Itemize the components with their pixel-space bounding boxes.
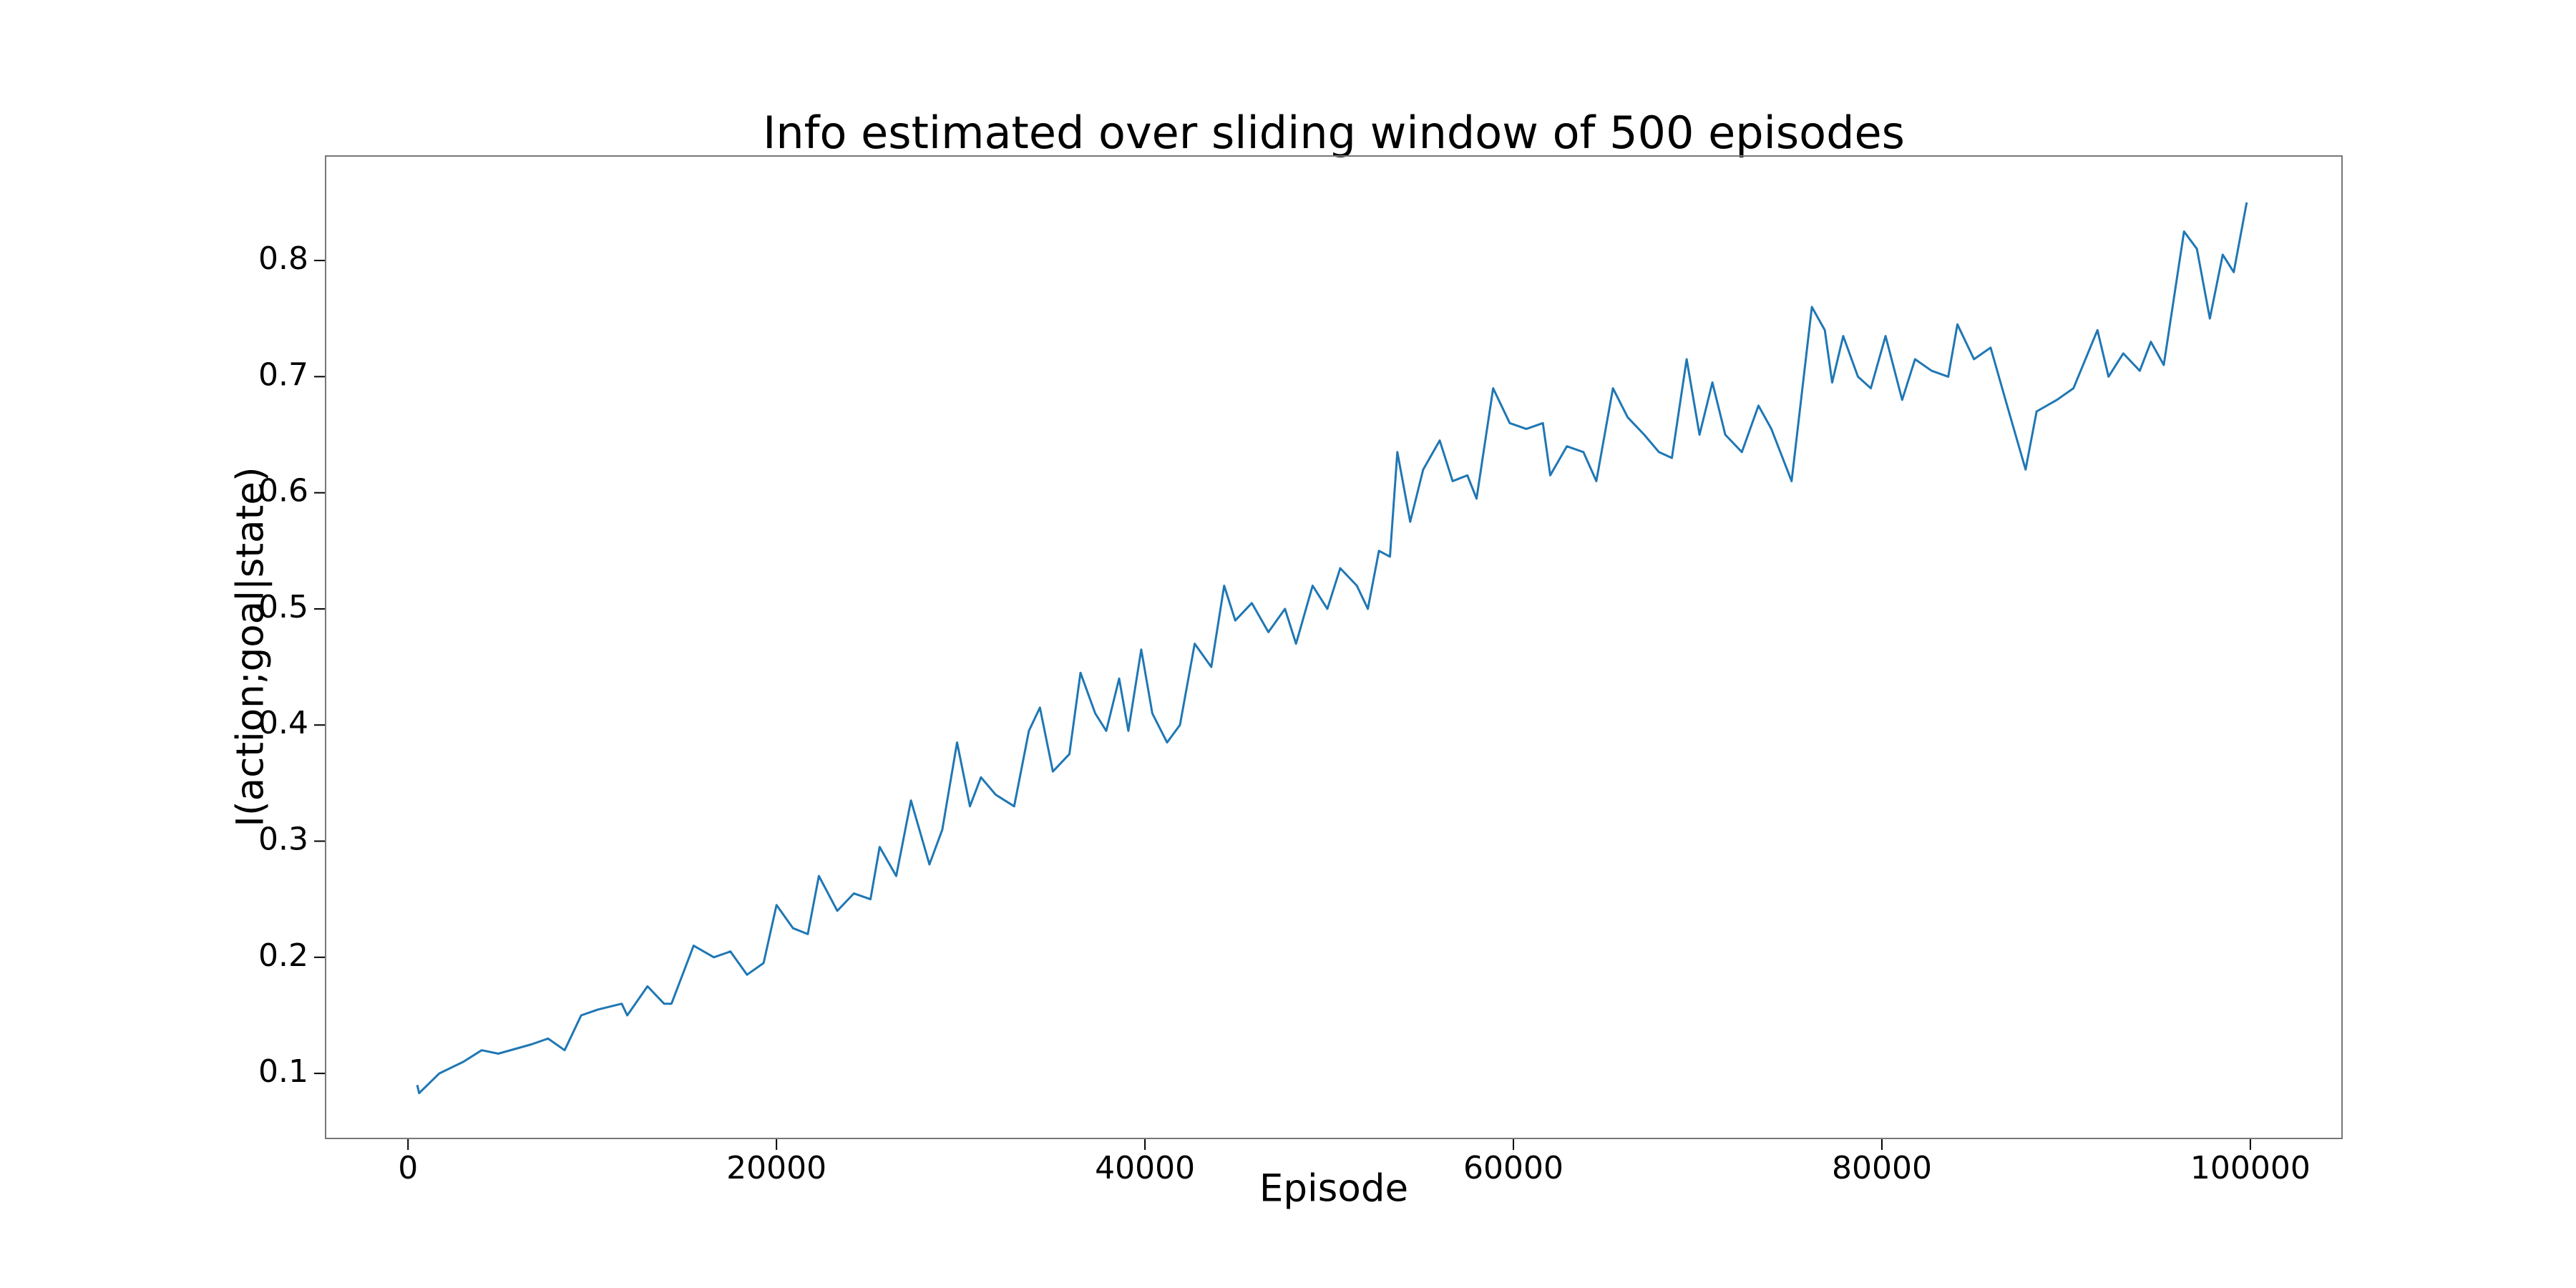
x-tick-label: 100000 <box>2190 1150 2311 1186</box>
y-tick-label: 0.4 <box>258 705 308 741</box>
x-tick-label: 0 <box>398 1150 418 1186</box>
x-tick-label: 60000 <box>1463 1150 1563 1186</box>
y-tick-label: 0.8 <box>258 240 308 277</box>
y-tick-label: 0.7 <box>258 356 308 393</box>
y-tick-label: 0.6 <box>258 473 308 509</box>
x-tick-label: 40000 <box>1095 1150 1195 1186</box>
data-line <box>416 202 2248 1095</box>
x-axis-label: Episode <box>1259 1167 1408 1211</box>
x-tick-label: 80000 <box>1832 1150 1932 1186</box>
plot-frame <box>325 155 2343 1139</box>
y-tick-label: 0.2 <box>258 937 308 974</box>
y-tick-label: 0.5 <box>258 589 308 625</box>
y-tick-label: 0.3 <box>258 821 308 858</box>
x-tick-label: 20000 <box>726 1150 826 1186</box>
chart-title: Info estimated over sliding window of 50… <box>763 107 1905 159</box>
y-tick-label: 0.1 <box>258 1053 308 1090</box>
y-axis-label: I(action;goal|state) <box>229 467 273 826</box>
